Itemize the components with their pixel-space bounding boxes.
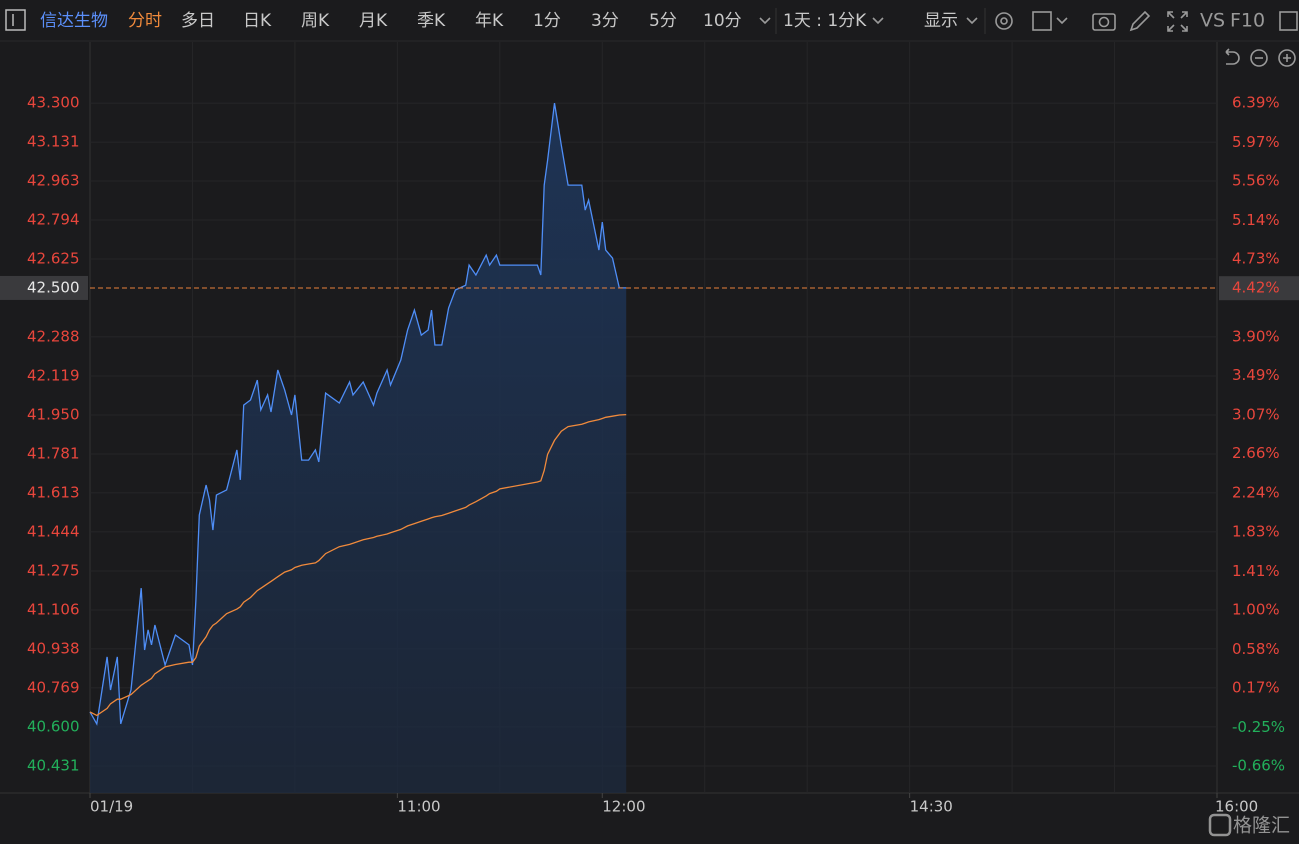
y2-tick-label: 6.39% — [1232, 93, 1280, 111]
x-tick-label: 11:00 — [397, 798, 440, 816]
y-tick-label: 41.781 — [27, 445, 80, 463]
x-tick-label: 01/19 — [90, 798, 133, 816]
watermark: 格隆汇 — [1208, 813, 1290, 837]
y2-tick-label: 1.41% — [1232, 562, 1280, 580]
y-tick-label: 42.794 — [27, 211, 80, 229]
panel-icon[interactable] — [1279, 11, 1298, 31]
display-select[interactable]: 显示 — [924, 11, 958, 31]
menu-icon[interactable] — [5, 9, 26, 31]
chevron[interactable] — [872, 17, 884, 25]
period-select[interactable]: 1天 : 1分K — [783, 11, 867, 31]
camera-icon[interactable] — [1092, 13, 1116, 31]
watermark-text: 格隆汇 — [1233, 815, 1290, 837]
y-tick-label: 42.119 — [27, 366, 80, 384]
last-change-box — [1219, 276, 1299, 301]
zoom-in[interactable] — [1278, 49, 1296, 67]
y2-tick-label: 5.14% — [1232, 211, 1280, 229]
tab[interactable]: 年K — [475, 11, 504, 31]
settings-icon-core — [1000, 17, 1008, 25]
chevron[interactable] — [966, 17, 978, 25]
y2-tick-label: 1.83% — [1232, 522, 1280, 540]
price-area — [90, 103, 627, 794]
y2-tick-label: -0.25% — [1232, 718, 1285, 736]
y-tick-label: 42.288 — [27, 327, 80, 345]
tab[interactable]: 周K — [301, 11, 330, 31]
y2-tick-label: 4.73% — [1232, 250, 1280, 268]
tab[interactable]: 多日 — [181, 11, 215, 31]
y2-tick-label: 0.17% — [1232, 678, 1280, 696]
average-line — [89, 413, 627, 717]
price-line — [89, 102, 627, 726]
reset-icon[interactable] — [1225, 48, 1240, 65]
y-tick-label: 41.444 — [27, 522, 80, 540]
y2-tick-label: 1.00% — [1232, 600, 1280, 618]
y2-tick-label: 2.24% — [1232, 484, 1280, 502]
last-price-box — [0, 275, 88, 300]
y2-tick-label: 3.49% — [1232, 366, 1280, 384]
tab[interactable]: 日K — [243, 11, 272, 31]
zoom-out[interactable] — [1250, 49, 1268, 67]
fullscreen-icon[interactable] — [1167, 11, 1188, 32]
y-tick-label: 41.950 — [27, 406, 80, 424]
tab[interactable]: 分时 — [128, 11, 162, 31]
stock-name[interactable]: 信达生物 — [40, 11, 108, 31]
y2-tick-label: -0.66% — [1232, 756, 1285, 774]
y-tick-label: 42.963 — [27, 171, 80, 189]
toolbar: 信达生物 分时 多日 日K 周K 月K 季K 年K 1分 3分 5分 10分 1天 : 1分K 显示… — [0, 8, 1299, 42]
zoom-in-plus — [1283, 54, 1291, 62]
y-tick-label: 40.431 — [27, 756, 80, 774]
x-tick-label: 14:30 — [910, 798, 953, 816]
y-tick-label: 41.106 — [27, 601, 80, 619]
tab[interactable]: 1分 — [533, 11, 561, 31]
y-tick-label: 43.300 — [27, 94, 80, 112]
x-tick-label: 16:00 — [1215, 798, 1258, 816]
y-tick-label: 42.625 — [27, 250, 80, 268]
plot: 43.300 43.131 42.963 42.794 42.625 42.288 42.1… — [0, 42, 1299, 816]
settings-icon[interactable] — [995, 12, 1013, 30]
tab[interactable]: 月K — [359, 11, 388, 31]
y2-tick-label: 3.07% — [1232, 406, 1280, 424]
chevron[interactable] — [1056, 17, 1068, 25]
layout-icon[interactable] — [1032, 11, 1052, 31]
last-change-label: 4.42% — [1232, 279, 1280, 297]
last-price-label: 42.500 — [27, 278, 80, 296]
tab[interactable]: 10分 — [703, 11, 742, 31]
tab[interactable]: 3分 — [591, 11, 619, 31]
y2-tick-label: 5.56% — [1232, 172, 1280, 190]
y-tick-label: 40.938 — [27, 639, 80, 657]
y-tick-label: 43.131 — [27, 133, 80, 151]
y-tick-label: 40.769 — [27, 678, 80, 696]
chevron[interactable] — [759, 17, 771, 25]
tab[interactable]: 季K — [417, 11, 446, 31]
camera-lens — [1098, 16, 1110, 28]
y2-tick-label: 3.90% — [1232, 328, 1280, 346]
y-tick-label: 40.600 — [27, 717, 80, 735]
x-tick-label: 12:00 — [602, 798, 645, 816]
tab[interactable]: 5分 — [649, 11, 677, 31]
y2-tick-label: 0.58% — [1232, 640, 1280, 658]
vs-button[interactable]: VS — [1200, 10, 1225, 32]
watermark-logo — [1208, 813, 1232, 837]
zoom-controls — [1225, 48, 1296, 67]
y2-tick-label: 5.97% — [1232, 133, 1280, 151]
y-tick-label: 41.613 — [27, 483, 80, 501]
y2-tick-label: 2.66% — [1232, 444, 1280, 462]
pencil-icon[interactable] — [1129, 10, 1151, 32]
y-tick-label: 41.275 — [27, 561, 80, 579]
f10-button[interactable]: F10 — [1230, 10, 1265, 32]
tab-group: 分时 多日 日K 周K 月K 季K 年K 1分 3分 5分 10分 — [128, 11, 742, 31]
